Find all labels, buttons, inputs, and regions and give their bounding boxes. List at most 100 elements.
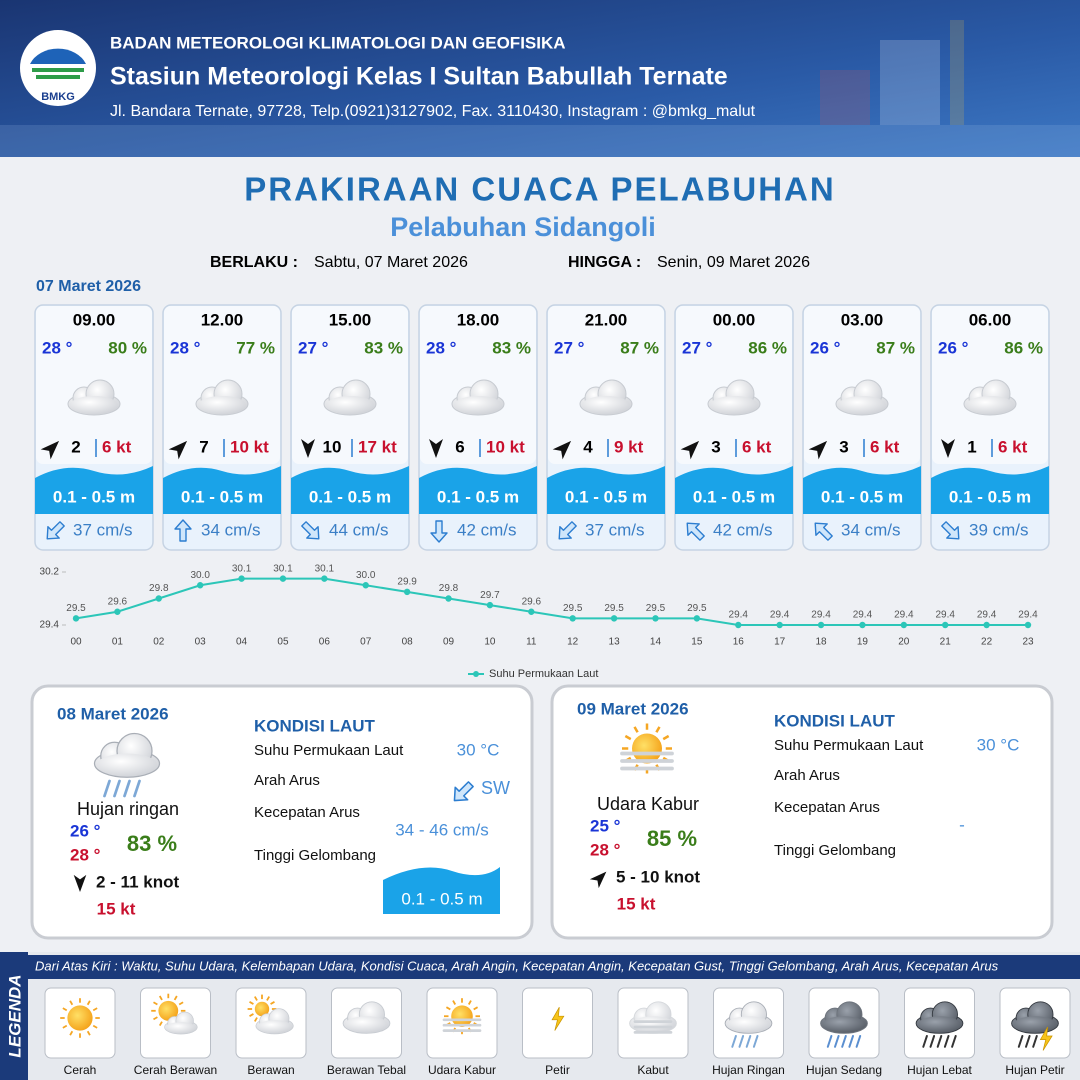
weather-icon: [707, 379, 761, 416]
bolt: [1039, 1026, 1053, 1051]
weather-icon: [620, 723, 674, 774]
wind-arrow: [429, 439, 443, 458]
bolt: [551, 1007, 565, 1031]
cloud-part: [326, 396, 374, 414]
x-tick-label: 04: [236, 637, 248, 648]
value-label: 29.4: [729, 610, 749, 621]
value-label: 29.4: [1018, 610, 1038, 621]
wind-arrow: [589, 871, 607, 889]
sst-point: [1024, 621, 1032, 629]
cloud-part: [917, 1016, 962, 1033]
weather-icon: [1011, 1001, 1059, 1051]
weather-icon: [629, 1001, 677, 1034]
sun-ray: [173, 995, 178, 1001]
sun-disc: [158, 1000, 179, 1021]
slot-humidity: 87 %: [620, 338, 659, 357]
sst-point: [155, 595, 162, 602]
slot-temp: 27 °: [554, 338, 585, 357]
sst-point: [610, 615, 618, 622]
sun-ray: [254, 1017, 258, 1022]
value-label: 30.1: [315, 563, 335, 574]
day-gust: 15 kt: [97, 899, 136, 918]
value-label: 30.1: [232, 563, 252, 574]
sun-ray: [92, 1024, 98, 1029]
wave-band: [803, 466, 921, 514]
logo-text: BMKG: [41, 91, 75, 103]
slot-temp: 28 °: [426, 338, 457, 357]
x-tick-label: 15: [691, 637, 703, 648]
slot-humidity: 87 %: [876, 338, 915, 357]
wave-band: [419, 466, 537, 514]
current-arrow: [558, 521, 577, 540]
sst-line: [75, 577, 1028, 626]
sun-ray: [254, 996, 258, 1001]
header-decoration: [0, 20, 1080, 157]
day-weather: Udara Kabur: [597, 794, 699, 814]
legend-item-label: Berawan: [247, 1063, 294, 1077]
validity-to: Senin, 09 Maret 2026: [657, 254, 810, 271]
station: Stasiun Meteorologi Kelas I Sultan Babul…: [110, 63, 728, 91]
value-label: 29.7: [480, 590, 500, 601]
current-arrow: [430, 520, 448, 543]
weather-icon: [551, 1007, 565, 1031]
day3-box: [550, 684, 1054, 940]
slot-wind: 4: [583, 437, 593, 456]
slot-current: 37 cm/s: [73, 520, 133, 539]
slot-wave: 0.1 - 0.5 m: [309, 487, 391, 506]
x-tick-label: 18: [815, 637, 827, 648]
slot-gust: 6 kt: [102, 437, 132, 456]
weather-icon: [579, 379, 633, 416]
sea-label: Tinggi Gelombang: [254, 847, 376, 864]
rain-drop: [1032, 1035, 1038, 1048]
slot-time: 18.00: [457, 310, 500, 329]
legend-item-label: Cerah: [64, 1063, 97, 1077]
slot-humidity: 86 %: [1004, 338, 1043, 357]
sst-point: [983, 621, 990, 629]
sst-point: [900, 621, 908, 629]
sun-ray: [249, 1001, 254, 1005]
sun-ray: [249, 1013, 254, 1017]
weather-icon: [915, 1001, 964, 1048]
legend-note: Dari Atas Kiri : Waktu, Suhu Udara, Kele…: [35, 958, 999, 973]
slot-temp: 28 °: [42, 338, 73, 357]
sst-point: [72, 615, 80, 622]
sst-point: [403, 588, 411, 596]
title: PRAKIRAAN CUACA PELABUHAN: [244, 171, 835, 208]
slot-temp: 27 °: [298, 338, 329, 357]
logo-stripe: [32, 68, 84, 72]
slot-wave: 0.1 - 0.5 m: [181, 487, 263, 506]
x-tick-label: 13: [609, 637, 621, 648]
cloud-part: [966, 396, 1014, 414]
sun-ray: [69, 1000, 74, 1006]
sst-point: [321, 575, 328, 582]
cloud-part: [710, 396, 758, 414]
cloud-part: [582, 396, 630, 414]
value-label: 30.0: [190, 570, 210, 581]
sun-ray: [473, 1006, 479, 1011]
wave-band: [35, 466, 153, 514]
value-label: 29.9: [397, 577, 417, 588]
value-label: 29.4: [811, 610, 831, 621]
weather-icon: [451, 379, 505, 416]
wave-band: [547, 466, 665, 514]
validity-from: Sabtu, 07 Maret 2026: [314, 254, 468, 271]
cloud-part: [70, 396, 118, 414]
wave-band: [931, 466, 1049, 514]
cloud-part: [1013, 1016, 1057, 1033]
cloud-part: [822, 1016, 866, 1033]
slot-wave: 0.1 - 0.5 m: [565, 487, 647, 506]
rain-drop: [826, 1035, 833, 1048]
slot-gust: 17 kt: [358, 437, 397, 456]
slot-temp: 27 °: [682, 338, 713, 357]
cloud-part: [198, 396, 246, 414]
slot-temp: 26 °: [810, 338, 841, 357]
value-label: 29.8: [439, 583, 459, 594]
sst-point: [693, 615, 701, 622]
day-wind: 5 - 10 knot: [616, 867, 700, 886]
sst-point: [817, 621, 825, 629]
slot-humidity: 77 %: [236, 338, 275, 357]
slot-time: 00.00: [713, 310, 756, 329]
value-label: 29.6: [522, 596, 542, 607]
slot-time: 06.00: [969, 310, 1012, 329]
value-label: 29.5: [66, 603, 86, 614]
